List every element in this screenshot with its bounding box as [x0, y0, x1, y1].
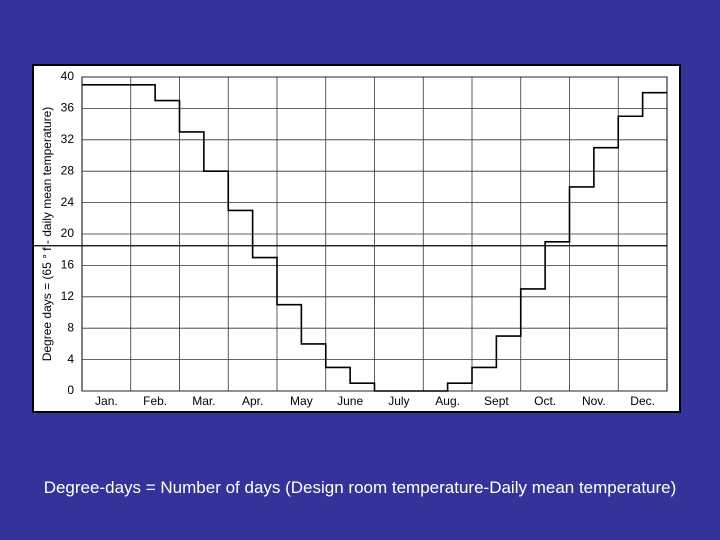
y-tick-label: 24 — [61, 195, 75, 209]
y-tick-label: 0 — [67, 383, 74, 397]
x-tick-label: Aug. — [435, 394, 460, 408]
y-tick-label: 8 — [67, 320, 74, 334]
y-tick-label: 20 — [61, 226, 75, 240]
x-tick-label: Nov. — [582, 394, 606, 408]
x-tick-label: Apr. — [242, 394, 263, 408]
y-tick-label: 12 — [61, 289, 75, 303]
data-line — [82, 84, 667, 392]
x-tick-label: Mar. — [192, 394, 215, 408]
x-tick-label: Jan. — [95, 394, 118, 408]
y-tick-label: 40 — [61, 69, 75, 83]
x-tick-label: Sept — [484, 394, 509, 408]
y-axis-label: Degree days = (65 ° f - daily mean tempe… — [40, 107, 54, 362]
x-tick-label: Feb. — [143, 394, 167, 408]
x-tick-label: May — [290, 394, 313, 408]
x-tick-label: Oct. — [534, 394, 556, 408]
chart-frame — [32, 64, 681, 413]
y-tick-label: 28 — [61, 163, 75, 177]
y-tick-label: 4 — [67, 352, 74, 366]
y-tick-label: 32 — [61, 132, 75, 146]
x-tick-label: June — [337, 394, 363, 408]
chart: Degree days = (65 ° f - daily mean tempe… — [32, 64, 681, 413]
y-tick-label: 16 — [61, 258, 75, 272]
y-tick-label: 36 — [61, 101, 75, 115]
x-tick-label: Dec. — [630, 394, 655, 408]
caption: Degree-days = Number of days (Design roo… — [43, 478, 677, 497]
x-tick-label: July — [388, 394, 409, 408]
